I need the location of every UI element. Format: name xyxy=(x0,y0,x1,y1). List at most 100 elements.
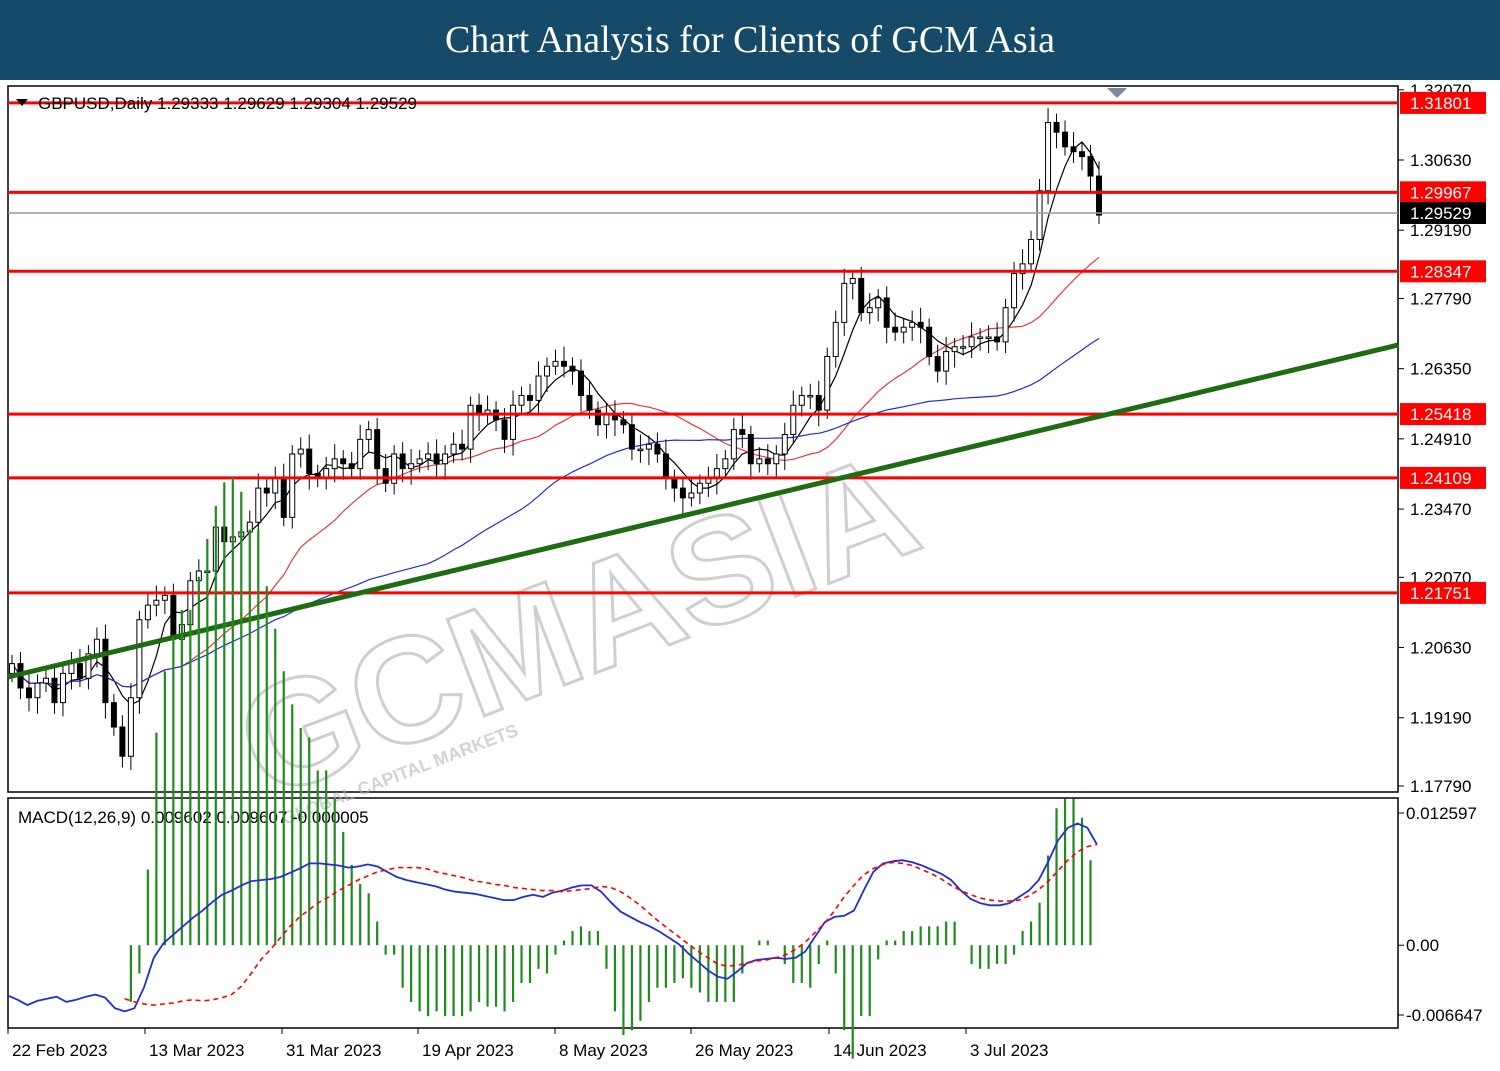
candle xyxy=(883,286,890,344)
candle xyxy=(433,439,440,478)
candle xyxy=(161,586,168,614)
time-tick-label: 22 Feb 2023 xyxy=(12,1041,107,1060)
candle xyxy=(875,289,882,322)
candle xyxy=(1062,120,1069,156)
macd-histogram xyxy=(129,477,1092,1059)
candle xyxy=(391,445,398,495)
current-price-label: 1.29529 xyxy=(1410,204,1471,223)
candle xyxy=(297,437,304,468)
candle xyxy=(76,649,83,688)
trendline xyxy=(7,342,1399,680)
price-tick-label: 1.26350 xyxy=(1410,360,1471,379)
candle xyxy=(943,336,950,385)
candle xyxy=(900,318,907,344)
candle xyxy=(1079,142,1086,171)
candle xyxy=(960,335,967,356)
price-panel-frame xyxy=(7,85,1399,793)
candle xyxy=(340,450,347,480)
candle xyxy=(560,346,567,378)
candle xyxy=(909,310,916,341)
candle xyxy=(127,683,134,770)
candle xyxy=(934,344,941,383)
candle xyxy=(263,479,270,507)
candle xyxy=(781,422,788,471)
time-tick-label: 31 Mar 2023 xyxy=(286,1041,381,1060)
level-tag xyxy=(1400,91,1486,114)
candle xyxy=(1002,298,1009,354)
page-title: Chart Analysis for Clients of GCM Asia xyxy=(0,0,1500,80)
candle xyxy=(544,357,551,393)
candle xyxy=(951,337,958,368)
candle xyxy=(459,429,466,461)
candle xyxy=(102,624,109,719)
candle xyxy=(510,390,517,456)
price-tick-label: 1.17790 xyxy=(1410,777,1471,796)
horizontal-levels: 1.31801 1.29967 1.28347 1.25418 1.24109 1.217… xyxy=(8,91,1486,604)
price-tick-label: 1.27790 xyxy=(1410,289,1471,308)
candle xyxy=(790,390,797,444)
candle xyxy=(119,715,126,768)
candle xyxy=(59,664,66,717)
level-label: 1.28347 xyxy=(1410,262,1471,281)
candle xyxy=(756,447,763,473)
macd-tick-label: -0.006647 xyxy=(1406,1006,1483,1025)
level-label: 1.31801 xyxy=(1410,94,1471,113)
candle xyxy=(518,386,525,415)
candle xyxy=(994,322,1001,351)
candle xyxy=(577,359,584,412)
candle xyxy=(399,442,406,483)
level-tag xyxy=(1400,403,1486,426)
time-tick-label: 26 May 2023 xyxy=(695,1041,793,1060)
level-tag xyxy=(1400,181,1486,204)
time-axis: 22 Feb 2023 13 Mar 2023 31 Mar 2023 19 Apr … xyxy=(7,1028,1048,1060)
candle xyxy=(926,318,933,366)
candle xyxy=(535,361,542,415)
ma-mid-line xyxy=(11,256,1100,688)
level-tag xyxy=(1400,260,1486,283)
symbol-info: GBPUSD,Daily 1.29333 1.29629 1.29304 1.2… xyxy=(38,94,417,113)
candle xyxy=(382,453,389,493)
candle xyxy=(747,425,754,480)
candle xyxy=(815,380,822,427)
candle xyxy=(1028,230,1035,273)
dropdown-arrow-icon[interactable] xyxy=(16,99,28,106)
candle xyxy=(866,293,873,324)
chart-area: GCMASIA GLOBAL CAPITAL MARKETS 1.320701.… xyxy=(7,81,1486,1060)
candle xyxy=(849,269,856,300)
candle xyxy=(739,414,746,449)
candle xyxy=(51,663,58,714)
candle xyxy=(442,445,449,480)
candle xyxy=(255,473,262,534)
candle xyxy=(348,452,355,478)
candle xyxy=(42,666,49,692)
candle xyxy=(527,383,534,412)
candle xyxy=(586,380,593,419)
macd-tick-label: 0.00 xyxy=(1406,936,1439,955)
candle xyxy=(1019,249,1026,290)
level-label: 1.25418 xyxy=(1410,405,1471,424)
candle xyxy=(501,408,508,454)
macd-axis: 0.012597 0.00 -0.006647 xyxy=(1398,804,1483,1025)
price-tick-label: 1.29190 xyxy=(1410,221,1471,240)
candle xyxy=(637,434,644,463)
candle xyxy=(985,325,992,354)
candle xyxy=(467,396,474,463)
shift-marker-icon[interactable] xyxy=(1107,88,1127,98)
current-price-tag xyxy=(1400,202,1486,224)
price-tick-label: 1.23470 xyxy=(1410,500,1471,519)
price-tick-label: 1.20630 xyxy=(1410,639,1471,658)
level-label: 1.24109 xyxy=(1410,469,1471,488)
level-label: 1.21751 xyxy=(1410,584,1471,603)
candle xyxy=(807,383,814,410)
candle xyxy=(764,444,771,475)
candle xyxy=(594,401,601,436)
macd-info: MACD(12,26,9) 0.009602 0.009607 -0.00000… xyxy=(18,808,369,827)
level-tag xyxy=(1400,581,1486,604)
time-tick-label: 8 May 2023 xyxy=(559,1041,648,1060)
candle xyxy=(722,450,729,478)
candle xyxy=(306,434,313,490)
time-tick-label: 19 Apr 2023 xyxy=(422,1041,514,1060)
macd-line xyxy=(7,822,1098,1013)
candle xyxy=(357,424,364,480)
candle xyxy=(1070,132,1077,163)
